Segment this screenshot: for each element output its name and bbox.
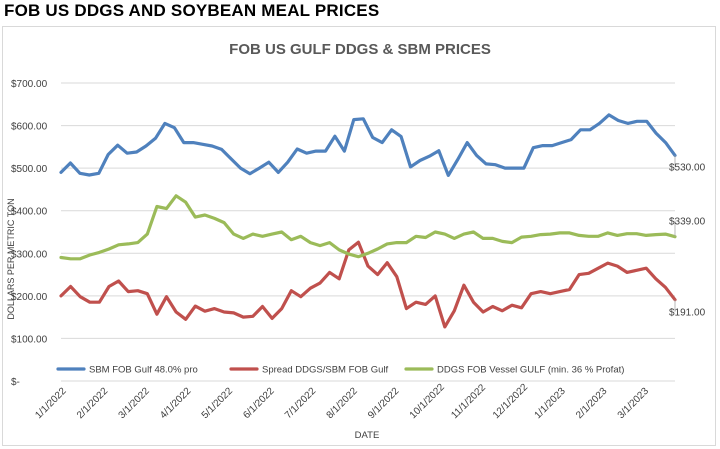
x-tick-label: 3/1/2023: [616, 386, 652, 422]
y-tick-label: $400.00: [11, 207, 48, 218]
line-chart: FOB US GULF DDGS & SBM PRICES $- $100.00 $…: [6, 41, 706, 441]
y-tick-label: $200.00: [11, 292, 48, 303]
y-tick-label: $300.00: [11, 249, 48, 260]
x-tick-label: 5/1/2022: [200, 386, 236, 422]
legend-label: Spread DDGS/SBM FOB Gulf: [262, 365, 389, 376]
x-tick-label: 11/1/2022: [449, 382, 488, 421]
x-tick-label: 7/1/2022: [283, 386, 319, 422]
y-tick-label: $500.00: [11, 164, 48, 175]
x-tick-label: 12/1/2022: [491, 382, 531, 422]
x-axis-label: DATE: [355, 430, 380, 441]
x-tick-label: 9/1/2022: [366, 386, 402, 422]
legend-label: SBM FOB Gulf 48.0% pro: [89, 365, 198, 376]
x-tick-label: 10/1/2022: [408, 382, 448, 422]
series-end-label: $530.00: [669, 162, 706, 173]
series-line-1: [59, 113, 677, 177]
x-tick-label: 8/1/2022: [325, 386, 361, 422]
x-tick-label: 4/1/2022: [158, 386, 194, 422]
series-line-3: [59, 194, 677, 261]
y-tick-label: $100.00: [11, 334, 48, 345]
y-axis-label: DOLLARS PER METRIC TON: [6, 198, 16, 319]
x-tick-label: 1/1/2023: [533, 386, 569, 422]
y-tick-label: $-: [11, 377, 20, 388]
x-tick-label: 6/1/2022: [241, 386, 277, 422]
series-end-label: $339.00: [669, 217, 706, 228]
y-tick-label: $700.00: [11, 79, 48, 90]
chart-frame: FOB US GULF DDGS & SBM PRICES $- $100.00 $…: [2, 26, 716, 446]
x-tick-label: 3/1/2022: [117, 386, 153, 422]
x-tick-label: 2/1/2022: [75, 386, 111, 422]
y-tick-label: $600.00: [11, 122, 48, 133]
x-tick-label: 1/1/2022: [33, 386, 69, 422]
x-tick-label: 2/1/2023: [574, 386, 610, 422]
series-end-label: $191.00: [669, 308, 706, 319]
legend-label: DDGS FOB Vessel GULF (min. 36 % Profat): [437, 365, 624, 376]
page-title: FOB US DDGS AND SOYBEAN MEAL PRICES: [4, 1, 380, 20]
chart-title: FOB US GULF DDGS & SBM PRICES: [229, 41, 491, 58]
series-line-2: [59, 240, 677, 329]
